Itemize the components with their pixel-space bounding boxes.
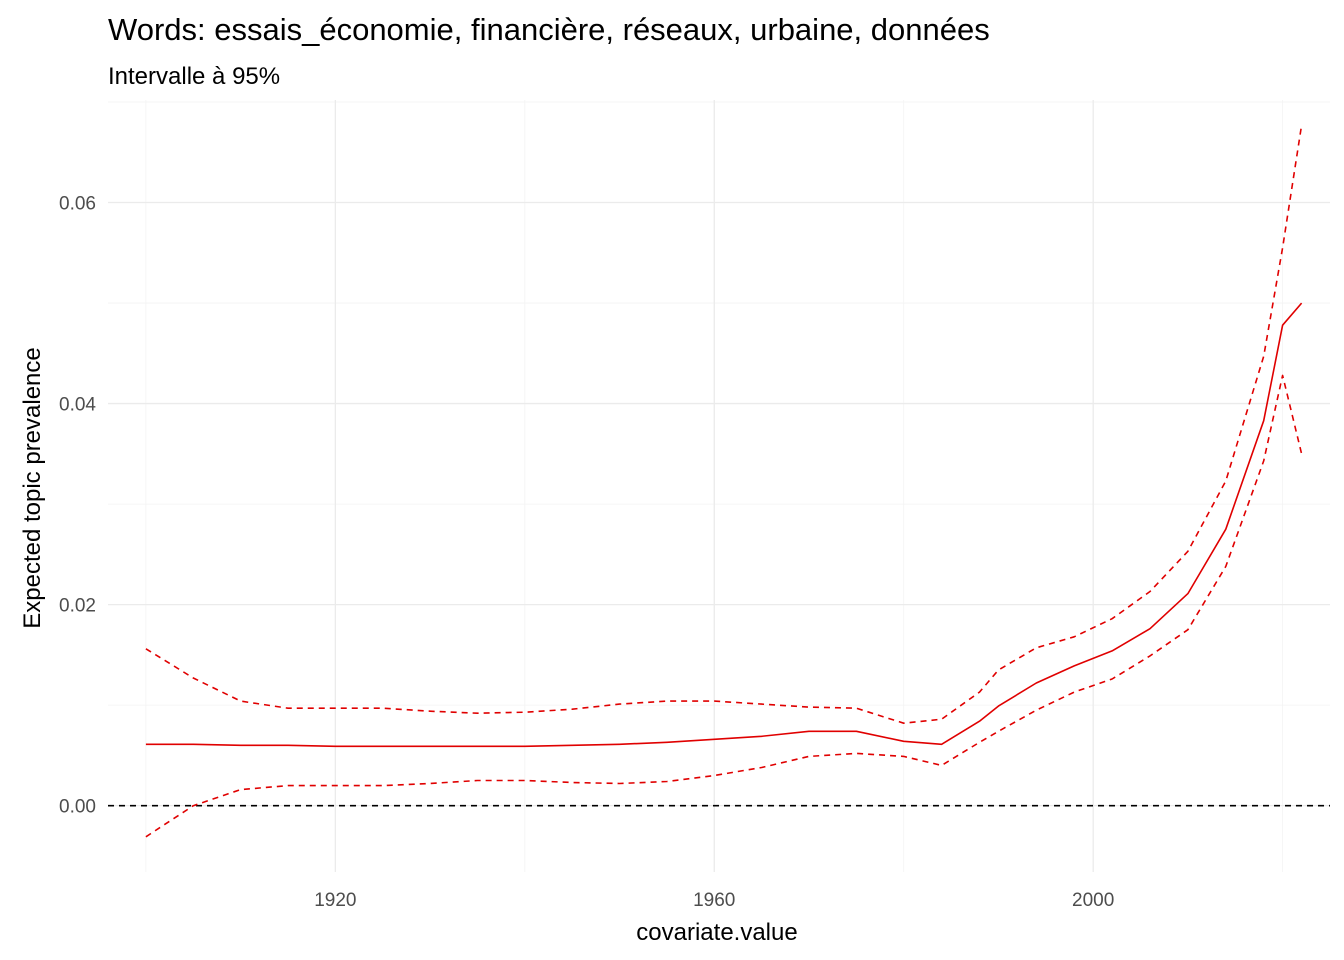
chart-title: Words: essais_économie, financière, rése… [108, 12, 990, 47]
y-tick-label: 0.00 [59, 797, 96, 818]
y-tick-label: 0.06 [59, 194, 96, 215]
y-tick-label: 0.02 [59, 596, 96, 617]
x-tick-label: 1920 [314, 890, 356, 911]
y-axis-label: Expected topic prevalence [19, 347, 46, 629]
grid [108, 100, 1330, 872]
y-axis-ticks: 0.00 0.02 0.04 0.06 [59, 194, 96, 818]
x-tick-label: 1960 [693, 890, 735, 911]
y-tick-label: 0.04 [59, 395, 96, 416]
series-layer [145, 124, 1303, 838]
x-axis-ticks: 1920 1960 2000 [314, 890, 1114, 911]
series-lower-line [145, 374, 1303, 838]
x-tick-label: 2000 [1072, 890, 1114, 911]
x-axis-label: covariate.value [636, 919, 797, 946]
chart-subtitle: Intervalle à 95% [108, 63, 280, 90]
series-upper-line [145, 124, 1303, 725]
series-estimate-line [145, 302, 1303, 748]
